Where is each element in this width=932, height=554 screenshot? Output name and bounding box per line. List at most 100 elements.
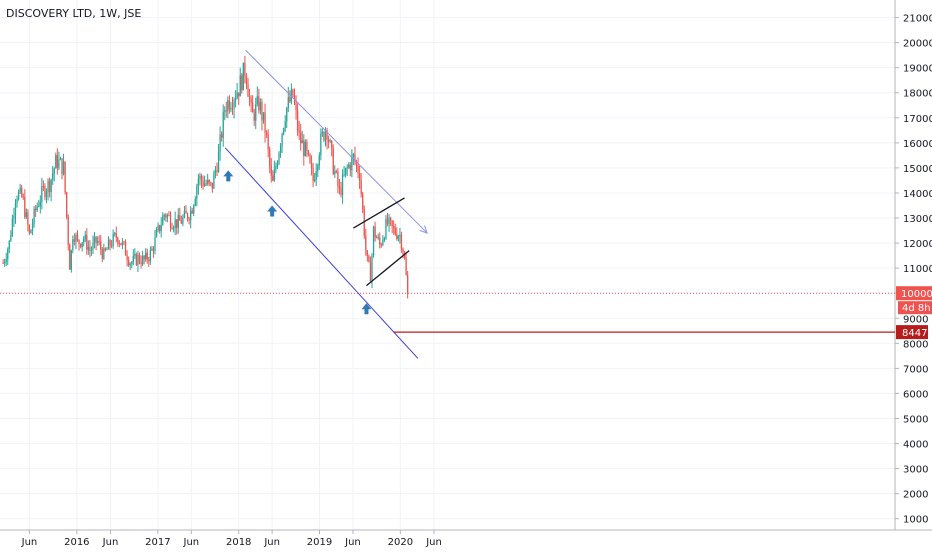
candle-body [16,199,18,203]
candle-body [258,96,260,111]
candle-body [327,139,330,142]
candle-body [323,131,325,141]
candle-body [14,202,17,216]
candle-body [393,226,395,228]
candle-body [28,225,31,234]
candle-body [56,155,58,168]
candle-body [104,248,107,251]
candle-body [315,171,317,180]
candle-body [86,234,88,250]
current-price-badge [896,286,932,301]
candle-body [47,180,49,192]
candle-body [357,164,359,174]
candle-body [53,168,55,174]
candle-body [214,170,217,174]
candle-body [179,215,181,221]
target-price-badge [896,325,928,340]
candle-body [231,107,234,109]
candle-body [374,226,376,238]
candle-body [92,242,94,250]
candle-body [349,164,351,171]
candle-body [55,155,57,169]
candle-body [180,220,182,224]
candle-body [30,229,32,234]
candle-body [386,218,389,225]
candle-body [100,241,102,250]
candle-body [278,152,280,164]
candle-body [137,254,139,266]
candle-body [25,212,27,218]
support-arrow-icon [361,303,372,315]
candle-body [273,169,275,181]
candle-body [207,180,209,184]
candle-body [314,179,316,181]
candle-body [52,173,54,180]
candle-body [298,130,300,133]
candle-body [124,242,127,256]
candle-body [177,215,179,228]
candle-body [141,255,144,265]
target-price-label: 8447 [902,328,927,339]
candle-body [310,162,313,169]
candle-body [233,100,235,108]
candle-body [10,235,12,241]
candle-body [376,237,378,239]
y-tick-label: 4000 [903,440,928,451]
y-tick-label: 7000 [903,364,928,375]
candle-body [171,228,173,229]
candle-body [81,242,83,247]
candle-body [58,159,60,168]
candle-body [345,167,347,175]
candle-body [304,141,306,157]
candle-body [191,210,193,214]
candle-body [338,185,341,189]
candle-body [221,134,223,138]
candle-body [166,215,169,218]
candle-body [227,100,229,112]
x-tick-label: 2016 [64,537,89,548]
candle-body [287,97,289,108]
candle-body [103,248,105,259]
candle-body [340,188,342,196]
y-tick-label: 13000 [903,214,932,225]
candle-body [152,248,155,251]
candle-body [138,254,141,262]
candle-body [225,110,227,112]
candle-body [238,92,240,97]
candle-body [267,134,269,150]
candle-body [363,209,365,236]
candle-body [269,149,271,166]
candle-body [41,185,43,202]
candle-body [98,241,100,242]
candle-body [140,261,142,265]
support-arrow-icon [223,170,234,182]
candle-body [247,83,249,97]
candle-body [31,224,34,230]
candle-body [244,62,246,77]
candle-body [50,179,52,193]
candle-body [45,191,48,198]
candle-body [329,140,331,142]
candle-body [59,158,62,160]
candle-body [303,140,305,157]
x-tick-label: 2020 [388,537,413,548]
candle-body [341,175,344,196]
candle-body [186,213,189,219]
candle-body [72,239,74,251]
candle-body [358,173,361,181]
candle-body [213,173,215,189]
candle-body [312,168,314,181]
candle-body [148,259,150,262]
candle-body [265,132,268,135]
chart-title: DISCOVERY LTD, 1W, JSE [6,7,142,20]
candle-body [216,170,218,172]
candle-body [332,148,334,174]
candle-body [89,247,91,251]
candle-body [331,140,333,149]
candle-body [379,237,381,245]
candle-body [275,166,277,170]
candle-body [252,102,254,113]
candle-body [368,255,370,262]
